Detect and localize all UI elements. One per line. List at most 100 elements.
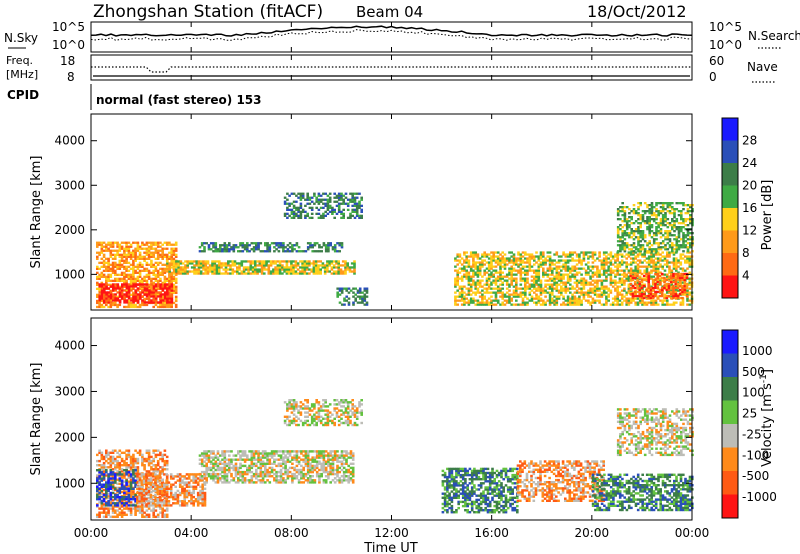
- power-cell: [607, 267, 610, 270]
- power-cell: [675, 289, 678, 292]
- power-cell: [629, 263, 633, 266]
- power-cell: [564, 285, 568, 288]
- power-cell: [580, 301, 583, 304]
- velocity-cell: [109, 464, 113, 467]
- power-cell: [560, 303, 563, 306]
- power-cell: [181, 266, 185, 269]
- power-cell: [344, 262, 347, 265]
- power-cell: [619, 218, 622, 221]
- power-cell: [505, 279, 509, 282]
- power-cell: [152, 305, 155, 309]
- power-cell: [642, 274, 646, 278]
- power-cell: [636, 290, 639, 294]
- power-cell: [569, 251, 572, 254]
- velocity-cell: [147, 459, 151, 463]
- power-cell: [344, 196, 348, 199]
- power-cell: [460, 297, 464, 300]
- power-cell: [360, 196, 363, 199]
- power-cell: [324, 214, 327, 217]
- power-cell: [627, 253, 631, 256]
- power-cell: [625, 257, 628, 260]
- power-cell: [633, 274, 637, 278]
- power-cell: [530, 297, 534, 300]
- power-cell: [646, 204, 649, 207]
- power-cell: [136, 299, 140, 302]
- power-cell: [96, 293, 99, 296]
- power-cell: [539, 257, 543, 260]
- power-cell: [231, 262, 235, 265]
- power-cell: [676, 284, 680, 288]
- velocity-cell: [123, 511, 126, 514]
- power-cell: [645, 267, 649, 270]
- power-cell: [159, 287, 162, 290]
- power-cell: [168, 305, 171, 309]
- power-cell: [245, 268, 248, 271]
- power-cell: [526, 259, 529, 262]
- power-cell: [683, 278, 687, 282]
- power-cell: [542, 271, 545, 274]
- power-cell: [517, 295, 520, 298]
- power-cell: [204, 262, 207, 265]
- power-cell: [665, 296, 669, 300]
- power-cell: [202, 268, 205, 271]
- power-cell: [118, 249, 122, 252]
- power-cell: [136, 305, 140, 309]
- power-cell: [616, 281, 619, 284]
- power-cell: [215, 260, 219, 263]
- power-cell: [582, 297, 586, 300]
- power-cell: [102, 269, 106, 272]
- power-cell: [326, 200, 330, 203]
- power-cell: [656, 276, 659, 280]
- power-cell: [596, 281, 599, 284]
- power-cell: [515, 257, 518, 260]
- power-cell: [156, 281, 160, 284]
- power-cell: [483, 255, 486, 258]
- power-cell: [340, 291, 344, 294]
- power-cell: [638, 288, 641, 292]
- power-cell: [295, 244, 299, 247]
- power-cell: [655, 234, 658, 237]
- power-cell: [327, 250, 330, 253]
- power-cell: [136, 267, 140, 270]
- power-cell: [668, 271, 671, 274]
- power-cell: [535, 295, 538, 298]
- power-cell: [505, 283, 509, 286]
- power-cell: [634, 303, 637, 306]
- power-cell: [310, 208, 314, 211]
- velocity-cell: [114, 464, 117, 467]
- velocity-cell: [107, 492, 110, 496]
- power-cell: [639, 250, 642, 253]
- power-cell: [501, 283, 504, 286]
- power-cell: [629, 277, 633, 280]
- velocity-cell: [125, 466, 128, 469]
- power-cell: [614, 265, 617, 268]
- power-cell: [301, 194, 305, 197]
- power-cell: [258, 260, 262, 263]
- power-cell: [114, 269, 117, 272]
- power-cell: [246, 242, 249, 245]
- power-cell: [257, 246, 260, 249]
- power-cell: [512, 295, 516, 298]
- power-cell: [677, 230, 681, 233]
- power-cell: [341, 272, 345, 275]
- power-cell: [562, 265, 565, 268]
- power-colorbar-frame: [721, 117, 739, 299]
- power-cell: [648, 220, 651, 223]
- power-cell: [152, 255, 155, 258]
- power-cell: [637, 228, 640, 231]
- power-cell: [478, 295, 482, 298]
- power-cell: [340, 202, 343, 205]
- power-cell: [472, 275, 475, 278]
- power-cell: [602, 263, 606, 266]
- power-cell: [272, 268, 275, 271]
- power-cell: [659, 271, 662, 274]
- power-cell: [112, 289, 115, 292]
- power-cell: [295, 242, 299, 245]
- power-cell: [148, 299, 151, 302]
- power-cell: [645, 278, 648, 282]
- power-cell: [170, 257, 173, 260]
- power-cell: [537, 257, 541, 260]
- power-cell: [118, 255, 122, 258]
- power-cell: [353, 210, 357, 213]
- power-cell: [508, 285, 511, 288]
